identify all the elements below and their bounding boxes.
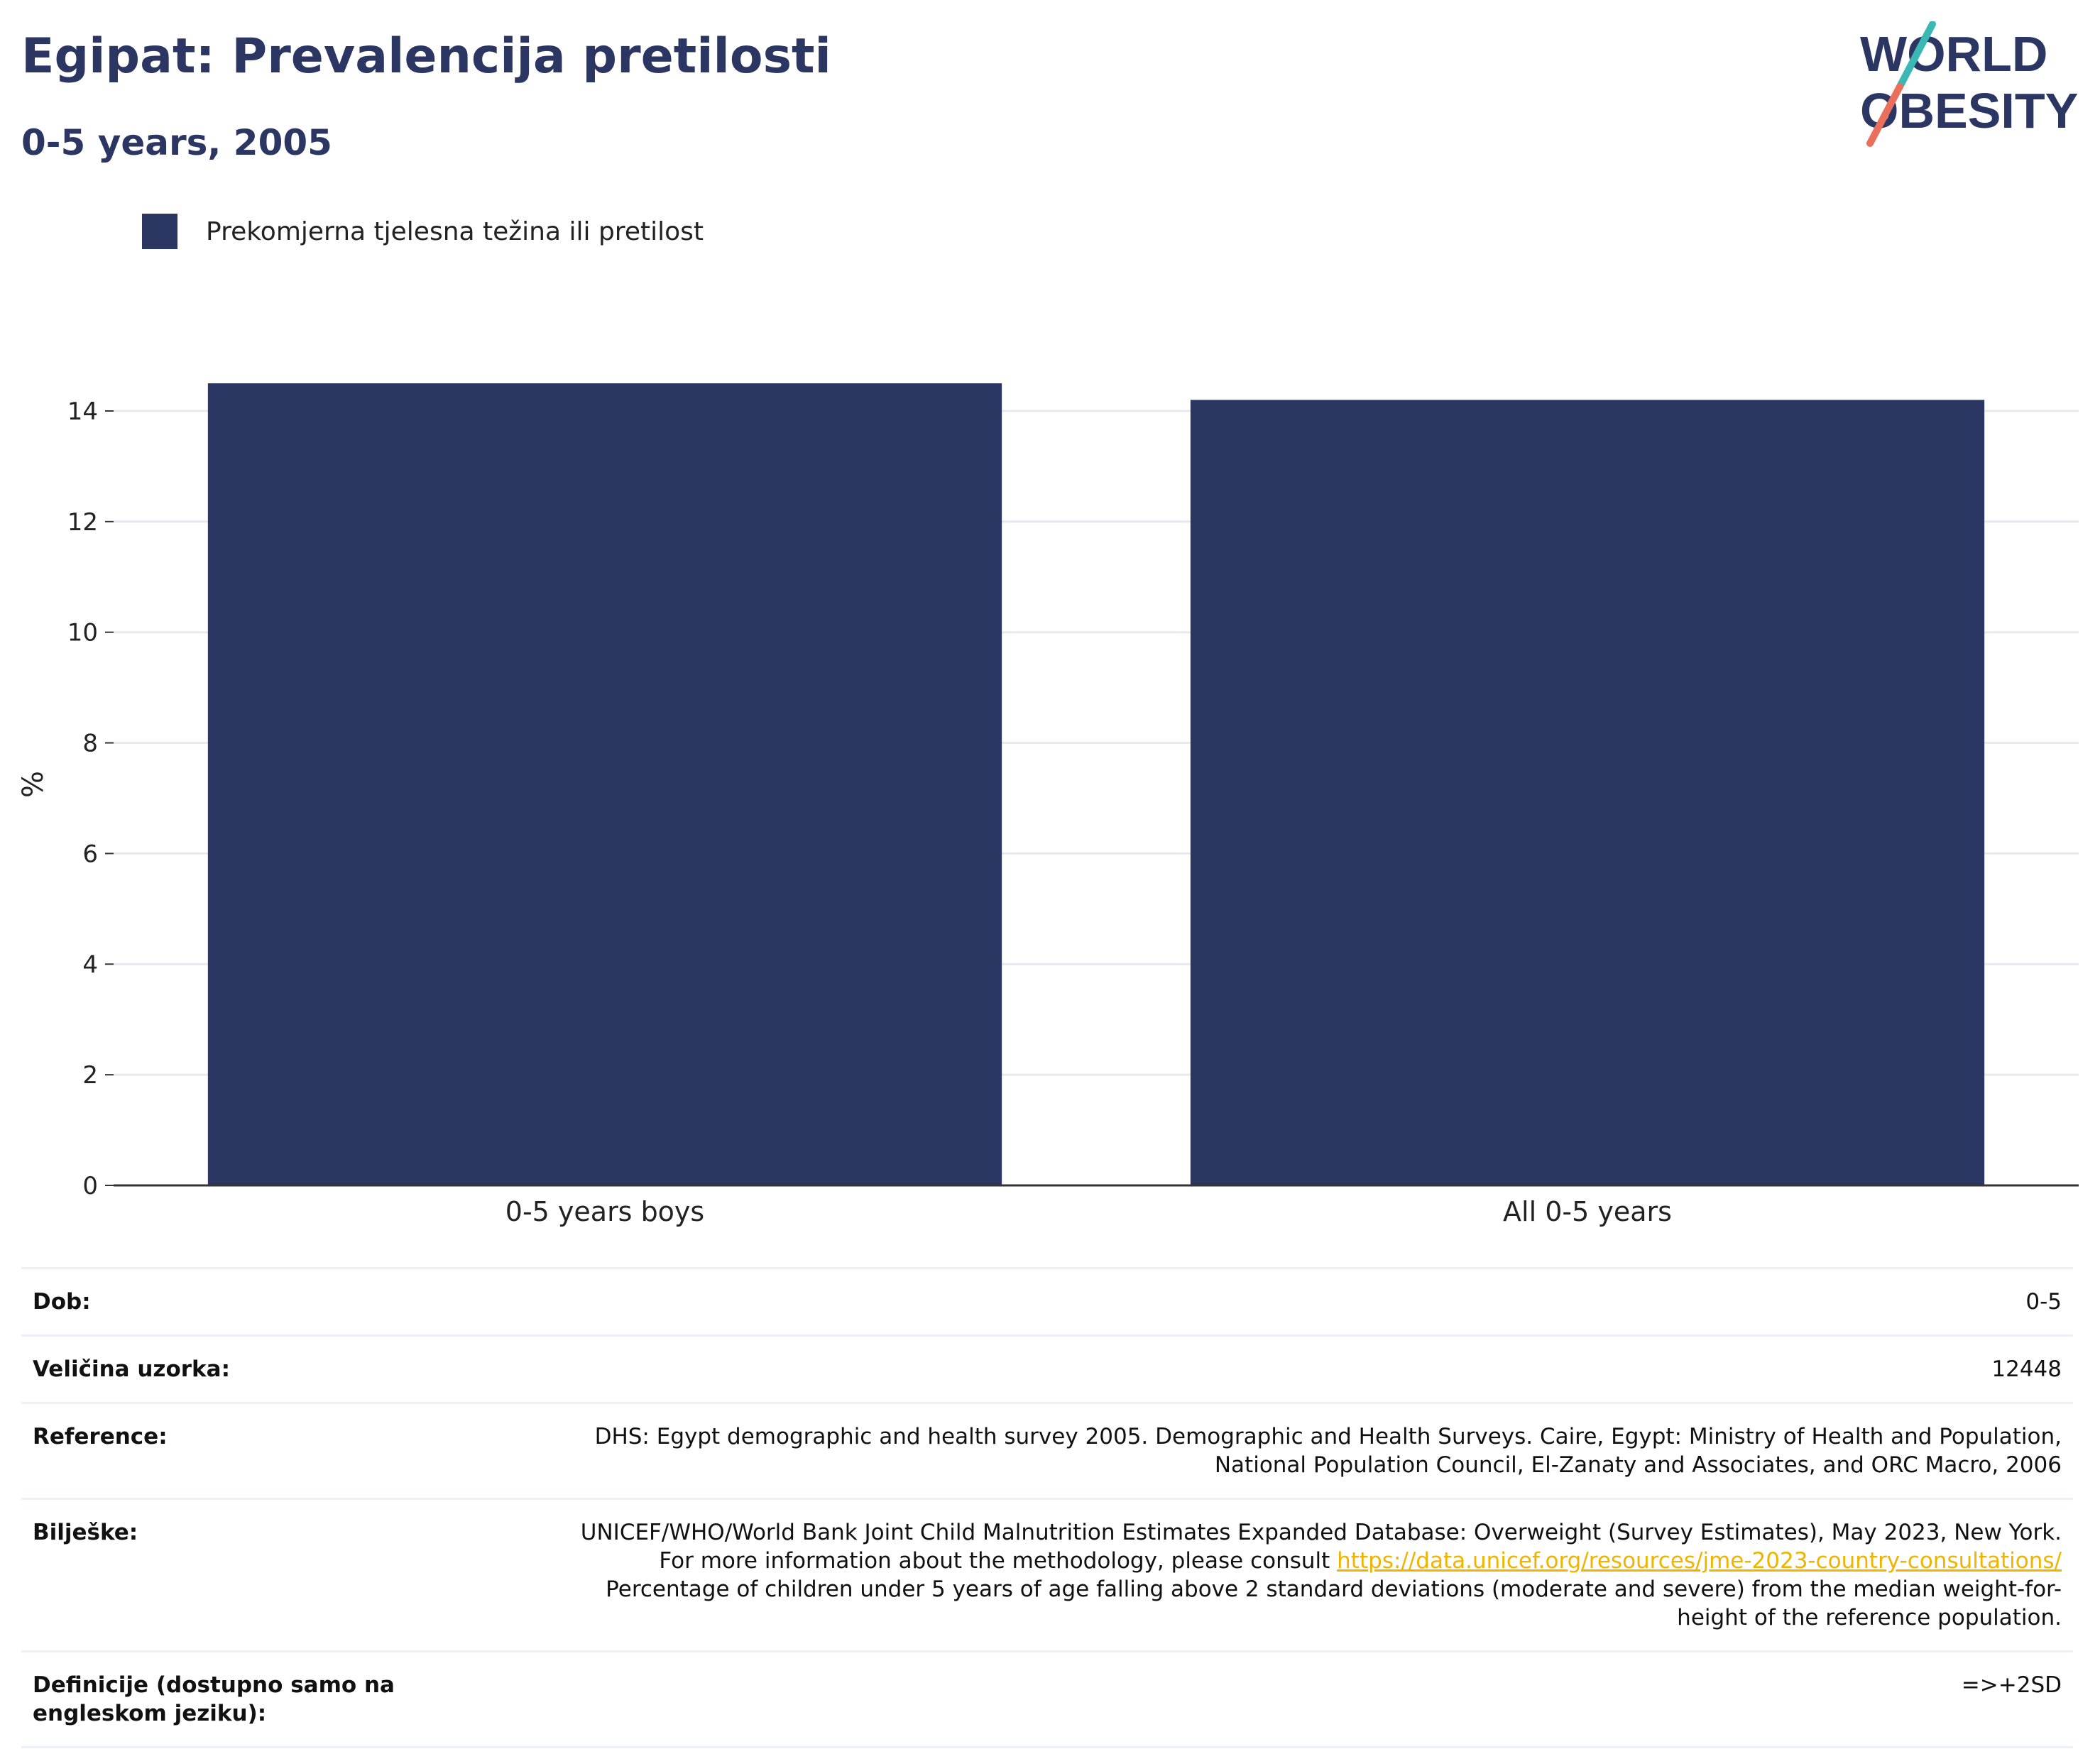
- legend-swatch: [142, 214, 177, 249]
- legend-label: Prekomjerna tjelesna težina ili pretilos…: [206, 216, 704, 246]
- notes-label: Bilješke:: [21, 1498, 541, 1652]
- definition-label: Definicije (dostupno samo na engleskom j…: [21, 1650, 541, 1748]
- bars: [207, 383, 1985, 1185]
- notes-link[interactable]: https://data.unicef.org/resources/jme-20…: [1337, 1548, 2062, 1574]
- y-tick-label: 0: [82, 1172, 98, 1200]
- page-title: Egipat: Prevalencija pretilosti: [21, 28, 831, 84]
- y-tick-label: 14: [67, 398, 98, 426]
- bar: [1190, 400, 1985, 1185]
- y-axis-title: %: [17, 771, 50, 798]
- notes-text-1: UNICEF/WHO/World Bank Joint Child Malnut…: [580, 1520, 2062, 1574]
- info-row-notes: Bilješke: UNICEF/WHO/World Bank Joint Ch…: [21, 1498, 2073, 1652]
- notes-text-2: Percentage of children under 5 years of …: [606, 1577, 2062, 1630]
- logo-line1: WORLD: [1860, 26, 2047, 82]
- info-row-definition: Definicije (dostupno samo na engleskom j…: [21, 1650, 2073, 1748]
- info-row-reference: Reference: DHS: Egypt demographic and he…: [21, 1402, 2073, 1500]
- info-row-age: Dob: 0-5: [21, 1267, 2073, 1337]
- age-label: Dob:: [21, 1267, 541, 1337]
- definition-value: =>+2SD: [541, 1650, 2073, 1748]
- y-axis-ticks: 0 2 4 6 8 10 12 14: [67, 398, 114, 1200]
- y-tick-label: 6: [82, 840, 98, 868]
- world-obesity-logo: WORLD OBESITY: [1860, 21, 2078, 147]
- page-subtitle: 0-5 years, 2005: [21, 122, 332, 163]
- info-row-sample: Veličina uzorka: 12448: [21, 1334, 2073, 1404]
- sample-value: 12448: [541, 1334, 2073, 1404]
- y-tick-label: 10: [67, 619, 98, 647]
- y-tick-label: 4: [82, 950, 98, 979]
- x-tick-label: 0-5 years boys: [505, 1196, 704, 1227]
- logo-slash-top: [1896, 21, 1936, 90]
- sample-label: Veličina uzorka:: [21, 1334, 541, 1404]
- x-axis-labels: 0-5 years boys All 0-5 years: [505, 1196, 1672, 1227]
- x-tick-label: All 0-5 years: [1503, 1196, 1672, 1227]
- reference-label: Reference:: [21, 1402, 541, 1500]
- reference-value: DHS: Egypt demographic and health survey…: [541, 1402, 2073, 1500]
- notes-value: UNICEF/WHO/World Bank Joint Child Malnut…: [541, 1498, 2073, 1652]
- chart-legend: Prekomjerna tjelesna težina ili pretilos…: [142, 210, 704, 253]
- y-tick-label: 2: [82, 1061, 98, 1090]
- y-tick-label: 8: [82, 730, 98, 758]
- age-value: 0-5: [541, 1267, 2073, 1337]
- y-tick-label: 12: [67, 508, 98, 537]
- logo-slash-bottom: [1866, 83, 1903, 147]
- info-table: Dob: 0-5 Veličina uzorka: 12448 Referenc…: [21, 1267, 2073, 1748]
- bar: [207, 383, 1002, 1185]
